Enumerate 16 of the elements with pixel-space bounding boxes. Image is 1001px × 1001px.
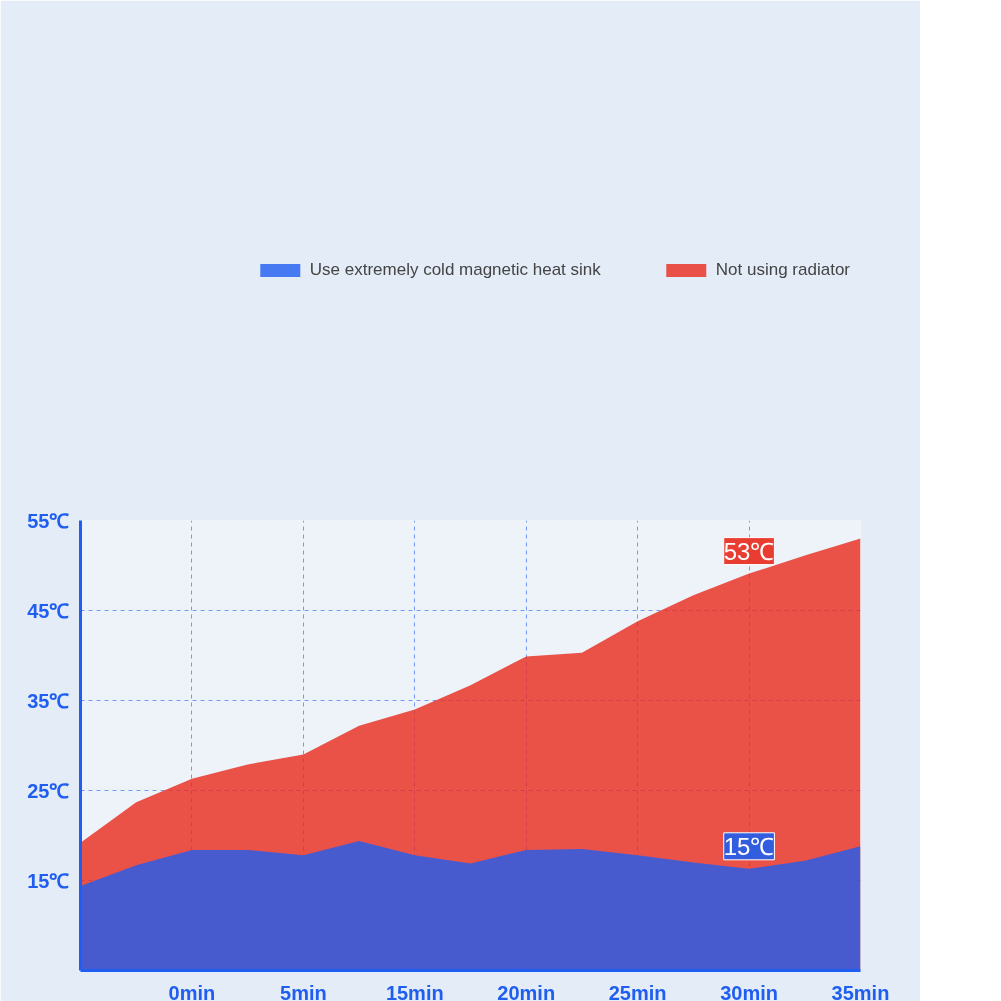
x-tick-label: 0min [168, 981, 216, 1001]
x-tick-label: 5min [280, 981, 327, 1001]
x-tick-label: 30min [720, 981, 778, 1001]
x-tick-label: 20min [497, 981, 556, 1001]
x-tick-label: 25min [608, 981, 667, 1001]
x-tick-label: 15min [385, 981, 444, 1001]
x-tick-label: 35min [831, 981, 890, 1001]
legend-label: Not using radiator [715, 260, 850, 280]
y-tick-label: 55℃ [27, 509, 70, 532]
y-tick-label: 45℃ [27, 599, 70, 622]
y-tick-label: 35℃ [27, 689, 70, 712]
annotation: 53℃ [723, 537, 775, 565]
legend-label: Use extremely cold magnetic heat sink [309, 260, 601, 280]
annotation: 15℃ [723, 832, 775, 860]
y-tick-label: 25℃ [27, 779, 70, 802]
y-tick-label: 15℃ [27, 869, 70, 892]
